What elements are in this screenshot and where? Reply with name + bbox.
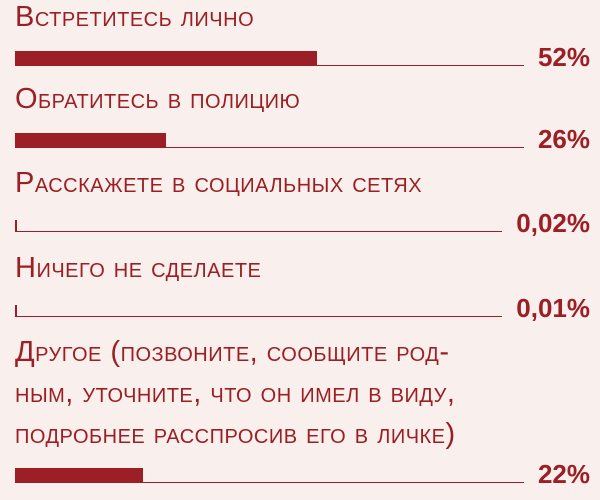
bar-line: 52% <box>15 42 590 72</box>
bar-line: 0,01% <box>15 293 590 323</box>
bar-line: 22% <box>15 459 590 489</box>
bar-track <box>165 133 524 148</box>
bar <box>15 468 143 483</box>
bar-track <box>142 468 524 483</box>
poll-row: Другое (позвоните, сообщите род- ным, ут… <box>15 332 590 489</box>
value-label: 26% <box>537 124 590 154</box>
poll-row: Обратитесь в полицию 26% <box>15 79 590 154</box>
poll-row: Расскажете в социальных сетях 0,02% <box>15 163 590 238</box>
option-label: Обратитесь в полицию <box>15 83 301 115</box>
bar <box>15 133 166 148</box>
bar <box>15 305 17 317</box>
bar-track <box>17 302 503 317</box>
value-label: 22% <box>537 459 590 489</box>
bar <box>15 51 317 66</box>
option-label: Ничего не сделаете <box>15 252 262 284</box>
poll-row: Ничего не сделаете 0,01% <box>15 248 590 323</box>
option-label: Расскажете в социальных сетях <box>15 167 423 199</box>
bar-track <box>316 51 524 66</box>
value-label: 0,01% <box>516 293 590 323</box>
bar-track <box>17 217 503 232</box>
value-label: 52% <box>537 42 590 72</box>
bar-line: 26% <box>15 124 590 154</box>
value-label: 0,02% <box>516 208 590 238</box>
option-label: Встретитесь лично <box>15 1 255 33</box>
poll-row: Встретитесь лично 52% <box>15 0 590 72</box>
bar <box>15 220 17 232</box>
bar-line: 0,02% <box>15 208 590 238</box>
option-label: Другое (позвоните, сообщите род- ным, ут… <box>15 336 456 450</box>
